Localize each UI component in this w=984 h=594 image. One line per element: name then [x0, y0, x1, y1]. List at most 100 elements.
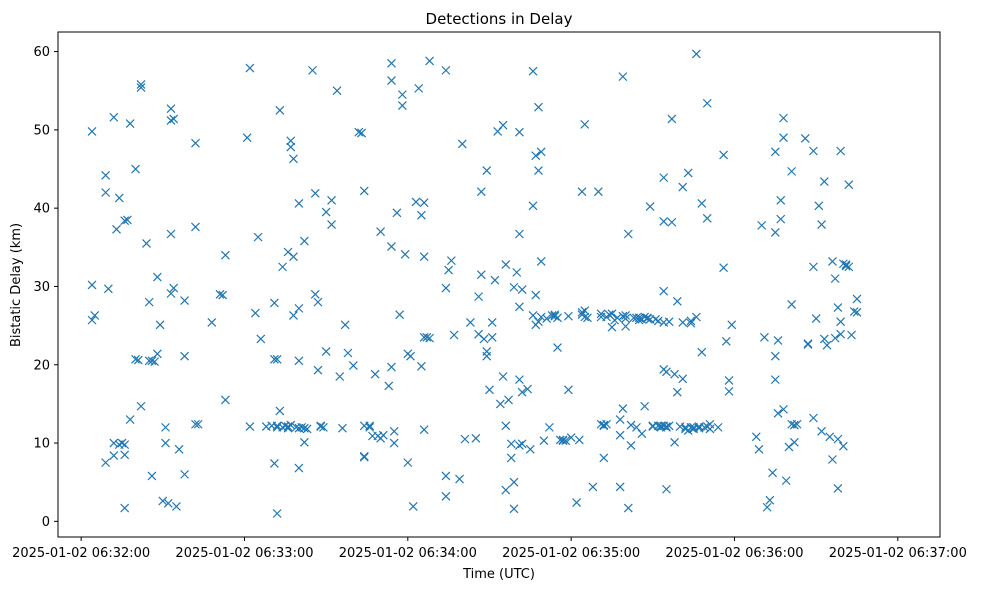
data-point — [531, 290, 541, 300]
data-point — [354, 127, 364, 137]
data-point — [724, 375, 734, 385]
data-point — [553, 313, 562, 323]
data-point — [828, 256, 837, 266]
data-point — [299, 423, 309, 433]
data-point — [640, 312, 650, 322]
data-point — [193, 419, 203, 429]
data-point — [299, 236, 309, 246]
data-point — [125, 119, 135, 129]
data-point — [536, 147, 546, 157]
data-point — [299, 437, 309, 447]
data-point — [318, 422, 328, 432]
data-point — [844, 262, 854, 272]
data-point — [593, 187, 603, 197]
data-point — [779, 133, 788, 143]
x-tick-label: 2025-01-02 06:36:00 — [665, 546, 803, 561]
data-point — [563, 385, 573, 395]
data-point — [101, 188, 111, 197]
data-point — [286, 142, 296, 152]
data-point — [340, 320, 350, 330]
y-tick-label: 0 — [42, 515, 50, 530]
data-point — [269, 458, 279, 468]
data-point — [161, 422, 170, 432]
data-point — [253, 232, 263, 242]
data-point — [425, 333, 435, 343]
data-point — [180, 469, 190, 479]
data-point — [446, 256, 456, 266]
data-point — [150, 357, 160, 367]
data-point — [621, 321, 631, 331]
data-point — [136, 83, 146, 93]
data-point — [348, 361, 358, 370]
data-point — [120, 450, 130, 460]
data-point — [501, 485, 511, 495]
data-point — [294, 463, 304, 473]
data-point — [191, 222, 200, 232]
data-point — [547, 311, 557, 320]
data-point — [659, 286, 669, 296]
data-point — [397, 90, 407, 100]
y-axis-ticks: 0 10 20 30 40 50 60 — [33, 45, 58, 530]
data-point — [534, 317, 543, 327]
y-tick-label: 50 — [33, 123, 50, 138]
data-point — [509, 282, 519, 292]
data-point — [512, 267, 522, 277]
data-point — [365, 421, 375, 431]
data-point — [626, 440, 636, 450]
data-point — [275, 406, 285, 416]
data-point — [789, 437, 799, 447]
data-point — [294, 356, 304, 366]
x-tick-label: 2025-01-02 06:33:00 — [175, 546, 313, 561]
data-point — [757, 220, 767, 230]
chart-title: Detections in Delay — [426, 10, 573, 28]
data-point — [727, 320, 737, 330]
data-point — [678, 182, 688, 192]
plot-area: 2025-01-02 06:32:00 2025-01-02 06:33:00 20… — [12, 31, 967, 561]
data-point — [517, 439, 527, 449]
data-point — [403, 458, 413, 468]
data-point — [672, 387, 682, 397]
data-point — [838, 441, 848, 451]
data-point — [661, 367, 671, 377]
data-point — [770, 228, 780, 237]
data-point — [275, 105, 285, 115]
data-point — [449, 330, 459, 340]
data-point — [583, 313, 592, 323]
data-point — [174, 444, 184, 454]
data-point — [534, 166, 543, 176]
data-point — [406, 351, 415, 361]
data-point — [242, 133, 252, 143]
y-tick-label: 60 — [33, 45, 50, 60]
data-point — [256, 334, 266, 344]
data-point — [539, 436, 549, 446]
data-point — [376, 227, 386, 237]
data-point — [101, 170, 111, 180]
data-point — [661, 484, 671, 494]
data-point — [509, 504, 519, 514]
data-point — [220, 250, 230, 260]
data-point — [419, 425, 429, 435]
data-point — [245, 422, 255, 432]
data-point — [705, 419, 715, 429]
data-point — [702, 98, 712, 108]
x-axis-ticks: 2025-01-02 06:32:00 2025-01-02 06:33:00 20… — [12, 537, 967, 561]
data-point — [136, 80, 146, 89]
data-point — [465, 318, 475, 327]
data-point — [833, 303, 843, 313]
data-point — [514, 302, 524, 312]
data-point — [313, 365, 323, 375]
data-point — [563, 311, 573, 321]
data-point — [808, 146, 818, 156]
data-point — [180, 351, 190, 361]
data-point — [389, 438, 399, 448]
data-point — [321, 207, 331, 217]
data-point — [289, 154, 298, 164]
data-point — [817, 426, 827, 436]
data-point — [144, 297, 154, 307]
data-point — [136, 401, 146, 411]
x-tick-label: 2025-01-02 06:37:00 — [829, 546, 967, 561]
data-point — [485, 385, 494, 395]
data-point — [779, 404, 788, 414]
x-axis-label: Time (UTC) — [462, 567, 535, 582]
